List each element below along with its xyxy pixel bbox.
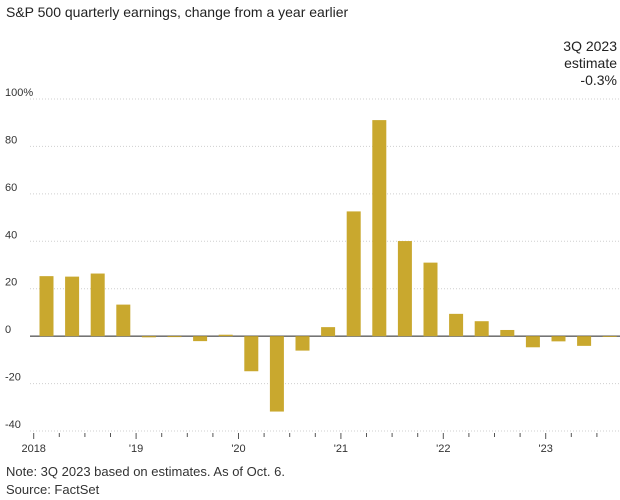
annotation-label: -0.3% bbox=[580, 72, 617, 88]
bar bbox=[500, 329, 515, 337]
y-tick-label: -40 bbox=[5, 419, 21, 431]
x-tick-label: '19 bbox=[129, 443, 143, 455]
bar bbox=[141, 336, 156, 338]
y-tick-label: 20 bbox=[5, 277, 17, 289]
gridlines bbox=[30, 98, 620, 432]
x-axis: 2018 '19 '20 '21 '22 '23 bbox=[21, 433, 598, 455]
bar bbox=[167, 336, 182, 338]
bar bbox=[218, 334, 233, 337]
x-tick-label: '23 bbox=[539, 443, 553, 455]
y-tick-label: 100% bbox=[5, 87, 33, 99]
footnote: Note: 3Q 2023 based on estimates. As of … bbox=[6, 464, 285, 479]
bar bbox=[423, 262, 438, 337]
y-axis-labels: -40 -20 0 20 40 60 80 100% bbox=[5, 87, 33, 431]
bar bbox=[372, 120, 387, 337]
bar bbox=[551, 336, 566, 342]
y-tick-label: -20 bbox=[5, 372, 21, 384]
annotation-label: 3Q 2023 bbox=[563, 38, 617, 54]
x-tick-label: 2018 bbox=[21, 443, 45, 455]
y-tick-label: 0 bbox=[5, 324, 11, 336]
bar bbox=[244, 336, 259, 372]
bar bbox=[474, 321, 489, 337]
bar bbox=[577, 336, 592, 346]
y-tick-label: 80 bbox=[5, 134, 17, 146]
bars bbox=[39, 120, 617, 412]
bar bbox=[39, 276, 54, 337]
bar bbox=[397, 241, 412, 337]
x-tick-label: '22 bbox=[436, 443, 450, 455]
bar bbox=[269, 336, 284, 412]
x-tick-label: '20 bbox=[231, 443, 245, 455]
bar bbox=[449, 313, 464, 337]
bar bbox=[116, 304, 131, 337]
bar bbox=[65, 276, 80, 337]
bar bbox=[525, 336, 540, 348]
bar bbox=[346, 211, 361, 337]
y-tick-label: 40 bbox=[5, 229, 17, 241]
chart-title: S&P 500 quarterly earnings, change from … bbox=[6, 4, 349, 20]
bar bbox=[90, 273, 105, 337]
bar bbox=[295, 336, 310, 351]
bar bbox=[193, 336, 208, 342]
x-tick-label: '21 bbox=[334, 443, 348, 455]
y-tick-label: 60 bbox=[5, 182, 17, 194]
source-line: Source: FactSet bbox=[6, 482, 100, 497]
bar bbox=[602, 336, 617, 337]
annotation-label: estimate bbox=[564, 55, 617, 71]
bar bbox=[321, 327, 336, 337]
